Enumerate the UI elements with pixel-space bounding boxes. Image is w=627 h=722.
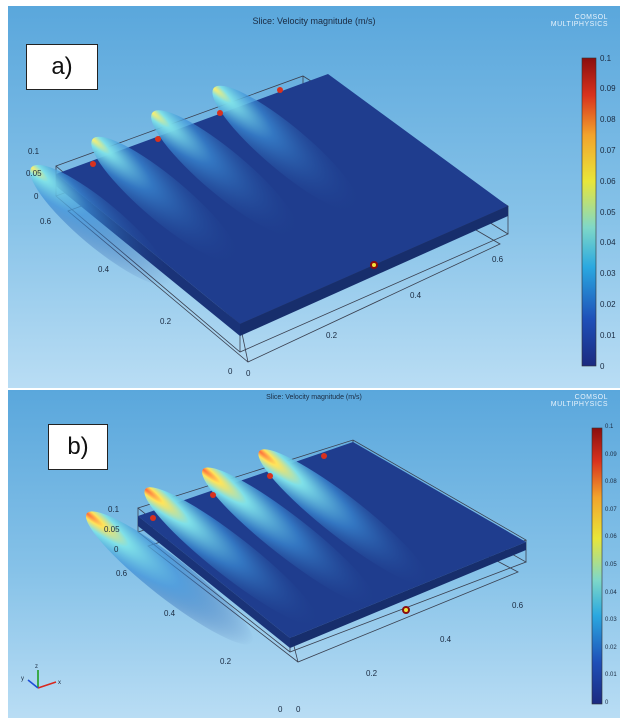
jet-3 [202, 467, 378, 607]
svg-text:0.2: 0.2 [220, 657, 232, 666]
svg-text:0.4: 0.4 [410, 291, 422, 300]
plot-title-b: Slice: Velocity magnitude (m/s) [266, 394, 362, 401]
svg-text:0.6: 0.6 [116, 569, 128, 578]
svg-text:0.1: 0.1 [108, 505, 120, 514]
svg-text:x: x [58, 680, 61, 686]
plot-canvas-b: 0.1 0.05 0 0.6 0.4 0.2 0 0 0.2 0.4 0.6 z… [21, 427, 603, 714]
svg-text:0: 0 [34, 192, 39, 201]
jet-3 [151, 110, 300, 237]
jet-1 [30, 164, 171, 286]
jet-4 [258, 449, 431, 586]
svg-text:0.4: 0.4 [98, 265, 110, 274]
panel-label-a: a) [26, 44, 98, 90]
plot-panel-a: 0.1 0.05 0 0.6 0.4 0.2 0 0 0.2 0.4 0.6 S… [8, 6, 620, 388]
svg-text:0.05: 0.05 [26, 169, 42, 178]
svg-text:y: y [21, 676, 24, 682]
jet-2 [144, 487, 320, 627]
svg-text:0: 0 [278, 705, 283, 714]
comsol-logo-a: COMSOL MULTIPHYSICS [550, 14, 608, 28]
triad-x-axis [37, 681, 57, 689]
svg-text:0.6: 0.6 [512, 601, 524, 610]
y-axis-ticks-b: 0.6 0.4 0.2 0 [116, 569, 283, 714]
svg-text:0.2: 0.2 [160, 317, 172, 326]
jet-2 [91, 136, 240, 264]
z-axis-ticks-a: 0.1 0.05 0 [26, 147, 42, 201]
svg-text:0.4: 0.4 [440, 635, 452, 644]
inlet-jets-a [30, 85, 378, 286]
x-axis-ticks-a: 0 0.2 0.4 0.6 [246, 255, 504, 378]
plot-canvas-a: 0.1 0.05 0 0.6 0.4 0.2 0 0 0.2 0.4 0.6 [26, 57, 597, 378]
z-axis-ticks-b: 0.1 0.05 0 [104, 505, 120, 554]
plot-panel-b: 0.1 0.05 0 0.6 0.4 0.2 0 0 0.2 0.4 0.6 z… [8, 390, 620, 718]
colorbar-a [581, 57, 597, 367]
svg-text:0: 0 [114, 545, 119, 554]
svg-text:0: 0 [296, 705, 301, 714]
svg-text:0.2: 0.2 [326, 331, 338, 340]
jet-1 [85, 511, 254, 645]
comsol-logo-b: COMSOL MULTIPHYSICS [550, 394, 608, 408]
plot-title-a: Slice: Velocity magnitude (m/s) [252, 16, 376, 26]
y-axis-ticks-a: 0.6 0.4 0.2 0 [40, 217, 233, 376]
svg-text:0.2: 0.2 [366, 669, 378, 678]
svg-text:0.6: 0.6 [492, 255, 504, 264]
axis-triad: z x y [21, 664, 61, 689]
svg-text:0.1: 0.1 [28, 147, 40, 156]
svg-text:z: z [35, 664, 38, 670]
svg-text:0.4: 0.4 [164, 609, 176, 618]
panel-label-b: b) [48, 424, 108, 470]
svg-text:0: 0 [246, 369, 251, 378]
svg-text:0.05: 0.05 [104, 525, 120, 534]
colorbar-b [591, 427, 603, 705]
svg-text:0: 0 [228, 367, 233, 376]
inlet-jets-b [85, 449, 431, 645]
triad-y-axis [27, 679, 39, 689]
svg-text:0.6: 0.6 [40, 217, 52, 226]
x-axis-ticks-b: 0 0.2 0.4 0.6 [296, 601, 524, 714]
jet-4 [212, 85, 361, 213]
